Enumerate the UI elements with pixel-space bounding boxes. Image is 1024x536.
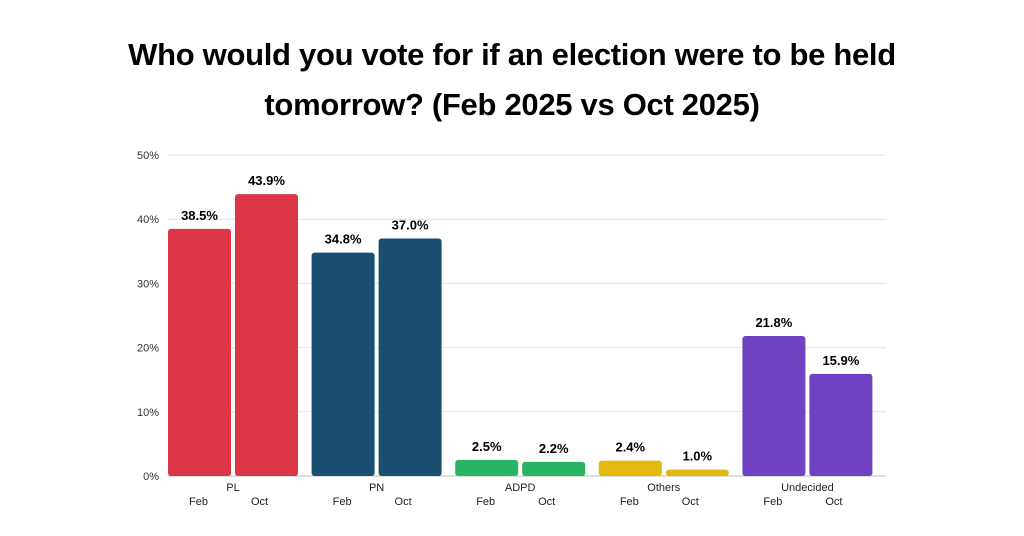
x-sub-label: Feb	[476, 496, 495, 508]
x-category-label: Undecided	[781, 482, 834, 494]
data-label: 2.2%	[539, 441, 569, 456]
bar-pn-feb	[311, 252, 375, 476]
y-axis: 0% 10% 20% 30% 40% 50%	[137, 150, 159, 483]
bar-pn-oct	[378, 238, 442, 476]
x-category-label: Others	[647, 482, 681, 494]
x-sub-label: Feb	[763, 496, 782, 508]
x-sub-label: Feb	[620, 496, 639, 508]
x-sub-label: Oct	[682, 496, 699, 508]
bar-undecided-feb	[742, 336, 806, 476]
data-label: 34.8%	[325, 232, 362, 247]
y-tick-label: 40%	[137, 214, 159, 226]
bar-pl-feb	[168, 228, 231, 476]
bar-undecided-oct	[809, 373, 873, 476]
bar-others-feb	[598, 460, 662, 476]
bars	[168, 194, 873, 477]
data-label: 21.8%	[755, 315, 792, 330]
chart-title: Who would you vote for if an election we…	[0, 30, 1024, 130]
x-sub-label: Oct	[395, 496, 412, 508]
x-category-label: PN	[369, 482, 384, 494]
x-sub-label: Oct	[538, 496, 555, 508]
data-labels: 38.5% 43.9% 34.8% 37.0% 2.5% 2.2% 2.4% 1.0% 21.8…	[181, 173, 860, 463]
data-label: 38.5%	[181, 208, 218, 223]
y-tick-label: 20%	[137, 343, 159, 355]
bar-others-oct	[665, 469, 729, 476]
x-category-label: ADPD	[505, 482, 536, 494]
bar-adpd-feb	[455, 459, 519, 476]
y-tick-label: 0%	[143, 471, 159, 483]
bar-pl-oct	[235, 194, 298, 477]
data-label: 43.9%	[248, 173, 285, 188]
bar-adpd-oct	[522, 461, 586, 476]
data-label: 2.4%	[615, 440, 645, 455]
x-sub-label: Oct	[825, 496, 842, 508]
chart-title-line-1: Who would you vote for if an election we…	[128, 37, 896, 72]
x-sub-label: Feb	[189, 496, 208, 508]
data-label: 15.9%	[822, 353, 859, 368]
data-label: 37.0%	[392, 217, 429, 232]
x-sub-label: Oct	[251, 496, 268, 508]
x-category-label: PL	[226, 482, 239, 494]
x-sub-label: Feb	[333, 496, 352, 508]
data-label: 2.5%	[472, 439, 502, 454]
y-tick-label: 10%	[137, 407, 159, 419]
y-tick-label: 50%	[137, 150, 159, 162]
data-label: 1.0%	[682, 449, 712, 464]
y-tick-label: 30%	[137, 278, 159, 290]
chart-title-line-2: tomorrow? (Feb 2025 vs Oct 2025)	[264, 87, 760, 122]
